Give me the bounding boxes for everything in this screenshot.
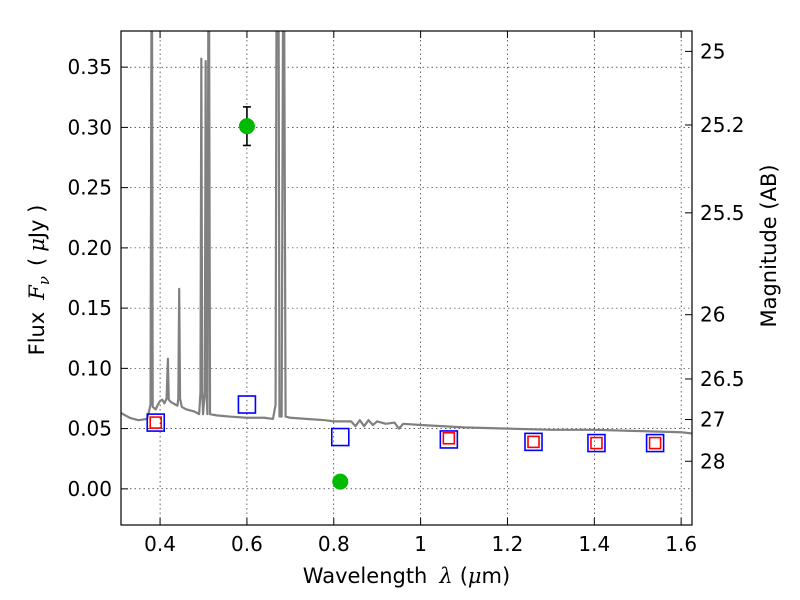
plot-frame [120, 30, 693, 526]
blue-square-marker [439, 430, 459, 449]
y2-tick-label: 26 [700, 303, 725, 327]
y2-tick-label: 28 [700, 449, 725, 473]
x-tick-label: 0.6 [231, 532, 263, 556]
y2-tick-label: 25.5 [700, 201, 745, 225]
red-square-marker [648, 436, 662, 450]
red-square-marker [149, 416, 163, 429]
blue-square-marker [237, 395, 257, 414]
x-tick-label: 1.2 [492, 532, 524, 556]
blue-square-marker [524, 432, 543, 452]
y-tick-label: 0.00 [67, 477, 112, 501]
y-tick-label: 0.25 [67, 176, 112, 200]
x-tick-label: 1.6 [665, 532, 697, 556]
blue-square-marker [146, 413, 166, 432]
axis-ticks: 0.4 0.6 0.8 1 1.2 1.4 1.6 0.00 0.05 0.10 0.15 0.20 0… [67, 31, 745, 556]
y-tick-label: 0.05 [67, 417, 112, 441]
grid-lines [121, 31, 692, 525]
y2-tick-label: 26.5 [700, 367, 745, 391]
x-tick-label: 1 [414, 532, 427, 556]
sed-model-line [121, 31, 692, 435]
blue-square-marker [645, 433, 665, 453]
x-axis-label: Wavelength λ (μm) [303, 564, 510, 588]
red-square-marker [590, 436, 603, 450]
y-tick-label: 0.15 [67, 296, 112, 320]
y-tick-label: 0.10 [67, 356, 112, 380]
red-square-marker [527, 435, 540, 449]
observed-point [238, 118, 255, 135]
y2-tick-label: 25.2 [700, 113, 745, 137]
blue-square-marker [587, 433, 606, 453]
red-square-marker [442, 431, 456, 445]
x-tick-label: 0.8 [318, 532, 350, 556]
data-layer [121, 31, 692, 490]
blue-square-marker [330, 427, 350, 447]
y2-tick-label: 25 [700, 39, 725, 63]
y-tick-label: 0.20 [67, 236, 112, 260]
observed-point [332, 473, 349, 490]
y-axis-label: FluxFν(μJy ) [25, 205, 53, 356]
y-tick-label: 0.30 [67, 115, 112, 139]
y2-axis-label: Magnitude (AB) [757, 164, 781, 327]
y2-tick-label: 27 [700, 408, 725, 432]
x-tick-label: 0.4 [144, 532, 176, 556]
y-tick-label: 0.35 [67, 55, 112, 79]
x-tick-label: 1.4 [578, 532, 610, 556]
